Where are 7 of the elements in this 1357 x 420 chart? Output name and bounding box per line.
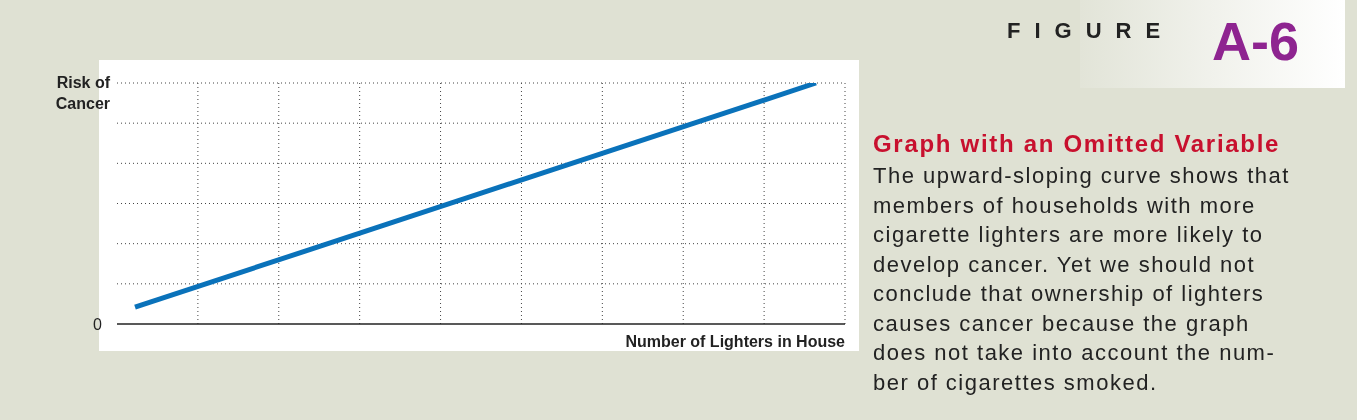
text: The upward-sloping curve shows that members of households with more cigarette lighters are more likely to develop cancer. Yet we should not conclude that ownership of lighters causes cancer because the graph does not take into account the num-ber of cigarettes smoked. bbox=[873, 162, 1291, 397]
text: Graph with an Omitted Variable bbox=[873, 130, 1282, 158]
y-axis-title: Risk of Cancer bbox=[54, 73, 110, 114]
text: FIGURE bbox=[1007, 18, 1175, 44]
x-axis-title: Number of Lighters in House bbox=[625, 333, 845, 351]
annotation: 0 bbox=[93, 316, 102, 334]
text: A-6 bbox=[1212, 10, 1300, 72]
